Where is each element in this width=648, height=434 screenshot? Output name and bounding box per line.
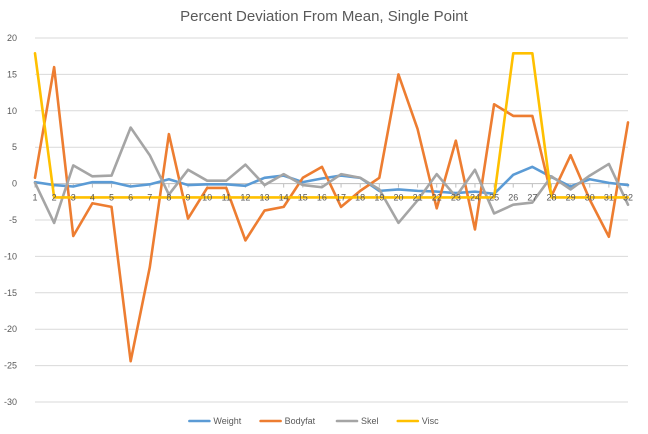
x-tick-label: 15 <box>298 193 308 203</box>
y-tick-label: 0 <box>12 179 17 189</box>
x-tick-label: 4 <box>90 193 95 203</box>
x-tick-label: 8 <box>166 193 171 203</box>
legend-item-bodyfat: Bodyfat <box>259 416 316 426</box>
legend-item-skel: Skel <box>335 416 379 426</box>
y-tick-label: -15 <box>4 288 17 298</box>
x-tick-label: 28 <box>546 193 556 203</box>
x-tick-label: 30 <box>585 193 595 203</box>
series-line-visc <box>33 51 630 199</box>
x-tick-label: 16 <box>317 193 327 203</box>
legend-label: Visc <box>422 416 439 426</box>
x-tick-label: 20 <box>393 193 403 203</box>
x-tick-labels: 1 2 3 4 5 6 7 8 9 10 11 12 13 14 15 16 17 18 19 20 21 22 23 24 2… <box>32 193 633 203</box>
x-tick-label: 29 <box>566 193 576 203</box>
series-lines <box>33 51 630 363</box>
legend-label: Skel <box>361 416 379 426</box>
legend-item-weight: Weight <box>188 416 242 426</box>
y-tick-label: -25 <box>4 361 17 371</box>
x-tick-label: 6 <box>128 193 133 203</box>
x-tick-label: 1 <box>32 193 37 203</box>
series-line-skel <box>33 126 630 225</box>
y-tick-label: -30 <box>4 397 17 407</box>
x-tick-label: 26 <box>508 193 518 203</box>
y-tick-label: -10 <box>4 251 17 261</box>
x-tick-label: 21 <box>413 193 423 203</box>
x-tick-label: 5 <box>109 193 114 203</box>
x-tick-label: 24 <box>470 193 480 203</box>
x-tick-label: 19 <box>374 193 384 203</box>
legend-item-visc: Visc <box>396 416 439 426</box>
x-tick-label: 13 <box>260 193 270 203</box>
x-tick-label: 3 <box>71 193 76 203</box>
y-tick-label: -5 <box>9 215 17 225</box>
series-line-weight <box>33 165 630 196</box>
gridlines <box>35 37 628 403</box>
y-tick-label: 20 <box>7 33 17 43</box>
x-tick-label: 31 <box>604 193 614 203</box>
legend-label: Bodyfat <box>285 416 316 426</box>
x-tick-label: 18 <box>355 193 365 203</box>
x-tick-label: 22 <box>432 193 442 203</box>
series-line-bodyfat <box>33 65 630 363</box>
x-tick-label: 32 <box>623 193 633 203</box>
x-tick-label: 23 <box>451 193 461 203</box>
x-tick-label: 25 <box>489 193 499 203</box>
legend: Weight Bodyfat Skel Visc <box>188 416 439 426</box>
x-tick-label: 12 <box>240 193 250 203</box>
x-tick-label: 14 <box>279 193 289 203</box>
y-tick-label: 10 <box>7 106 17 116</box>
y-tick-label: 15 <box>7 69 17 79</box>
x-tick-label: 9 <box>186 193 191 203</box>
y-tick-label: 5 <box>12 142 17 152</box>
x-tick-label: 10 <box>202 193 212 203</box>
x-tick-label: 2 <box>52 193 57 203</box>
x-tick-label: 11 <box>222 193 231 203</box>
y-tick-label: -20 <box>4 324 17 334</box>
x-tick-label: 7 <box>147 193 152 203</box>
x-tick-label: 27 <box>527 193 537 203</box>
x-tick-label: 17 <box>336 193 346 203</box>
legend-label: Weight <box>213 416 241 426</box>
y-axis: -30 -25 -20 -15 -10 -5 0 5 10 15 20 <box>4 33 17 407</box>
chart-title: Percent Deviation From Mean, Single Poin… <box>180 8 468 25</box>
